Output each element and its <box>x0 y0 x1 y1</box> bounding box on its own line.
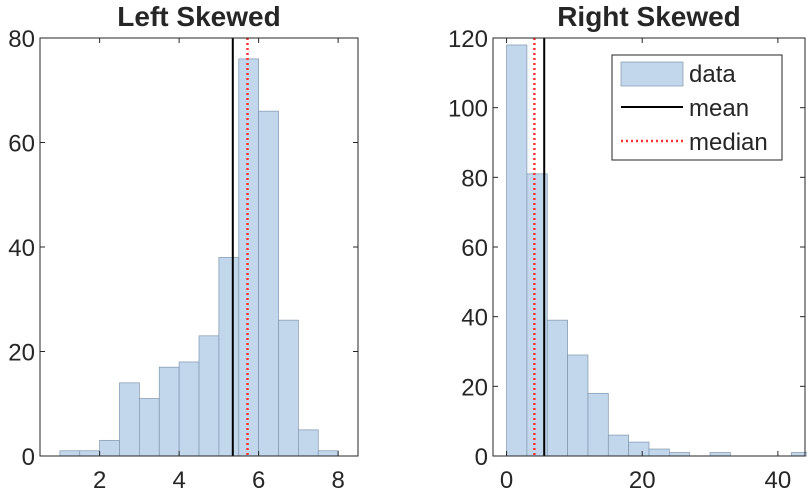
chart-title: Right Skewed <box>557 1 741 32</box>
legend-label-mean: mean <box>689 95 749 122</box>
left-skewed-chart: 0 20 40 60 80 2 4 6 8 Left Skewed <box>8 1 359 494</box>
histogram-bar <box>198 335 220 457</box>
histogram-bar <box>278 319 299 457</box>
histogram-bar <box>546 319 568 457</box>
histogram-bar <box>59 450 81 457</box>
y-tick-label: 40 <box>8 235 35 262</box>
histogram-bar <box>628 441 650 457</box>
legend-label-median: median <box>689 129 768 156</box>
y-tick-label: 80 <box>8 26 35 53</box>
x-tick-label: 40 <box>765 467 792 494</box>
histogram-bar <box>139 398 160 457</box>
histogram-bar <box>607 434 630 457</box>
histogram-bar <box>567 354 589 457</box>
right-skewed-chart: 0 20 40 60 80 100 120 0 20 40 Right Skewed data mean… <box>448 1 807 494</box>
x-tick-label: 6 <box>252 467 265 494</box>
y-tick-label: 20 <box>8 340 35 367</box>
y-tick-label: 60 <box>461 235 488 262</box>
histogram-bar <box>317 450 339 457</box>
histogram-bar <box>506 44 528 457</box>
x-tick-label: 20 <box>629 467 656 494</box>
y-tick-label: 0 <box>475 444 488 471</box>
histogram-bar <box>99 439 120 457</box>
histogram-bar <box>668 452 691 457</box>
histogram-bar <box>79 450 100 457</box>
histogram-bar <box>587 392 609 457</box>
histogram-bar <box>119 382 140 457</box>
chart-title: Left Skewed <box>117 1 280 32</box>
y-tick-label: 120 <box>448 26 488 53</box>
y-tick-label: 60 <box>8 131 35 158</box>
histogram-bar <box>298 429 319 457</box>
legend-label-data: data <box>689 61 736 88</box>
histogram-bar <box>648 448 670 457</box>
y-tick-label: 80 <box>461 165 488 192</box>
histogram-bar <box>158 366 180 457</box>
histogram-bar <box>258 110 279 457</box>
x-tick-label: 0 <box>500 467 513 494</box>
histogram-bar <box>709 452 731 457</box>
y-tick-label: 40 <box>461 305 488 332</box>
legend: data mean median <box>611 54 783 161</box>
legend-data-swatch <box>620 61 684 87</box>
x-tick-label: 4 <box>172 467 185 494</box>
histogram-bar <box>218 257 240 457</box>
x-tick-label: 8 <box>331 467 344 494</box>
y-tick-label: 20 <box>461 374 488 401</box>
x-tick-label: 2 <box>93 467 106 494</box>
y-tick-label: 0 <box>22 444 35 471</box>
y-tick-label: 100 <box>448 96 488 123</box>
histogram-bar <box>178 361 200 457</box>
